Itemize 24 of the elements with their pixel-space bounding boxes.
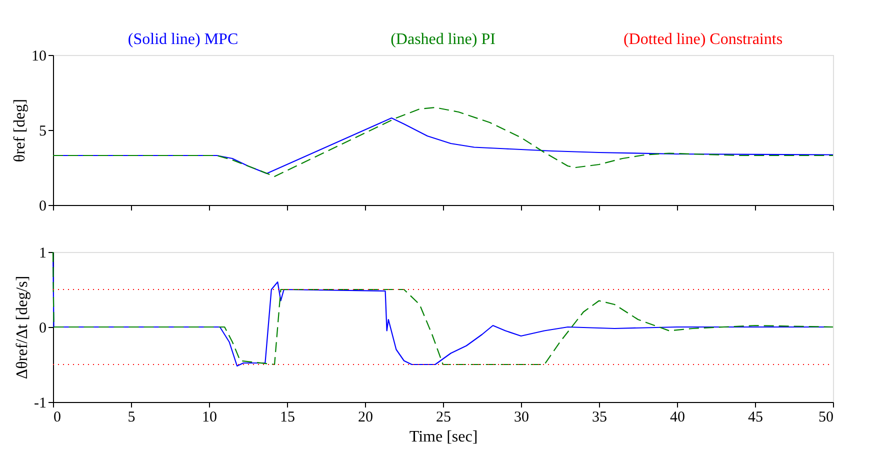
x-tick-label: 30: [514, 410, 529, 426]
x-tick-label: 20: [358, 410, 373, 426]
y-tick-label: 10: [32, 48, 46, 64]
y-tick-label: -1: [34, 396, 46, 412]
y-tick-label: 0: [39, 320, 46, 336]
text: (Dashed line) PI: [390, 31, 496, 48]
y-axis-title: θref [deg]: [12, 98, 28, 162]
x-tick-label: 35: [592, 410, 607, 426]
x-tick-label: 5: [128, 410, 136, 426]
y-tick-label: 0: [39, 198, 46, 214]
y-axis-title: Δθref/Δt [deg/s]: [14, 276, 32, 380]
text: (Dotted line) Constraints: [623, 31, 783, 48]
text: (Solid line) MPC: [128, 31, 238, 48]
x-tick-label: 0: [54, 410, 61, 426]
x-tick-label: 10: [202, 410, 217, 426]
y-tick-label: 1: [39, 246, 46, 262]
x-tick-label: 45: [748, 410, 763, 426]
x-axis-title: Time [sec]: [409, 428, 478, 446]
x-tick-label: 25: [436, 410, 451, 426]
x-tick-label: 15: [280, 410, 295, 426]
x-tick-label: 50: [818, 410, 834, 426]
x-tick-label: 40: [670, 410, 685, 426]
y-tick-label: 5: [39, 124, 46, 140]
line-series: [52, 106, 834, 178]
